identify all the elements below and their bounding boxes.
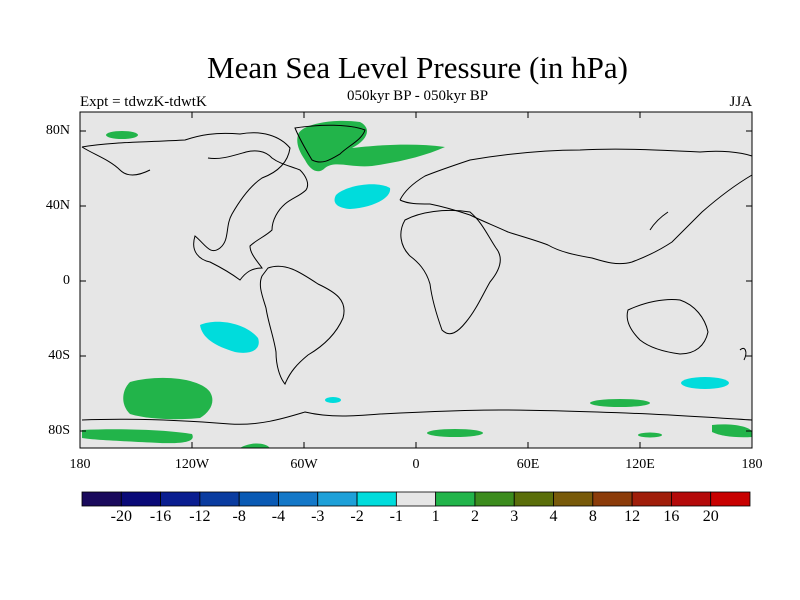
anomaly-south-atlantic-small — [325, 397, 341, 403]
colorbar-swatch — [356, 491, 397, 507]
colorbar — [81, 491, 751, 507]
colorbar-label: -3 — [311, 508, 325, 525]
colorbar-swatch — [631, 491, 672, 507]
colorbar-label: 8 — [588, 508, 597, 525]
positive-anomaly-areas — [82, 120, 752, 448]
colorbar-swatch — [81, 491, 122, 507]
colorbar-swatch — [199, 491, 240, 507]
colorbar-swatch — [160, 491, 201, 507]
colorbar-label: 1 — [431, 508, 440, 525]
colorbar-label: -4 — [271, 508, 286, 525]
anomaly-south-small — [638, 432, 662, 438]
colorbar-label: -16 — [149, 508, 172, 525]
experiment-label: Expt = tdwzK-tdwtK — [80, 94, 207, 110]
colorbar-swatch — [395, 491, 437, 507]
colorbar-swatch — [278, 491, 319, 507]
lat-label-80n: 80N — [45, 123, 70, 138]
lon-label-60e: 60E — [516, 457, 540, 472]
anomaly-south-pacific — [123, 377, 213, 420]
colorbar-label: -12 — [189, 508, 211, 525]
coast-europe-asia — [399, 148, 753, 265]
colorbar-swatch — [435, 491, 476, 507]
colorbar-swatch — [474, 491, 515, 507]
colorbar-label: -1 — [389, 508, 404, 525]
colorbar-label: 16 — [663, 508, 680, 525]
lon-label-180w: 180 — [69, 457, 91, 472]
colorbar-swatch — [317, 491, 358, 507]
lon-label-60w: 60W — [290, 457, 318, 472]
lat-label-40n: 40N — [45, 198, 70, 213]
colorbar-swatch — [120, 491, 161, 507]
coast-alaska — [81, 146, 151, 176]
axis-ticks — [80, 112, 752, 448]
colorbar-swatch — [710, 491, 751, 507]
colorbar-label: 3 — [510, 508, 519, 525]
season-label: JJA — [729, 94, 752, 110]
colorbar-label: 2 — [470, 508, 479, 525]
colorbar-swatch — [671, 491, 712, 507]
lon-label-0: 0 — [412, 457, 420, 472]
coastlines — [81, 124, 753, 425]
chart-title: Mean Sea Level Pressure (in hPa) — [207, 50, 628, 85]
colorbar-swatch — [553, 491, 594, 507]
colorbar-swatch — [513, 491, 554, 507]
anomaly-arctic-west — [106, 131, 138, 139]
lat-label-40s: 40S — [48, 348, 70, 363]
lon-label-120w: 120W — [174, 457, 210, 472]
anomaly-antarctic-coast — [427, 429, 483, 437]
lon-label-120e: 120E — [625, 457, 655, 472]
anomaly-greenland — [297, 120, 445, 172]
lat-label-80s: 80S — [48, 423, 70, 438]
anomaly-pacific-east — [712, 424, 752, 438]
colorbar-label: -20 — [110, 508, 132, 525]
coast-north-america — [81, 132, 309, 281]
colorbar-swatch — [238, 491, 279, 507]
lon-label-180e: 180 — [741, 457, 763, 472]
coast-antarctica — [81, 409, 753, 425]
coast-australia — [626, 299, 709, 355]
anomaly-antarctic-east — [590, 399, 650, 407]
anomaly-bottom — [240, 443, 270, 448]
colorbar-label: -2 — [350, 508, 364, 525]
anomaly-south-indian — [681, 377, 729, 389]
anomaly-antarctic-west — [82, 429, 193, 444]
coast-south-america — [259, 265, 345, 385]
chart-subtitle: 050kyr BP - 050kyr BP — [346, 88, 489, 104]
coast-africa — [400, 209, 501, 335]
anomaly-north-atlantic — [334, 184, 391, 209]
colorbar-label: 12 — [624, 508, 641, 525]
colorbar-swatch — [592, 491, 633, 507]
colorbar-label: -8 — [232, 508, 246, 525]
negative-anomaly-areas — [200, 184, 729, 403]
colorbar-label: 20 — [702, 508, 719, 525]
lat-label-0: 0 — [63, 273, 70, 288]
anomaly-south-pacific-low — [200, 321, 259, 353]
coast-new-zealand — [739, 347, 747, 361]
coast-japan — [649, 211, 669, 231]
coast-greenland — [294, 124, 366, 163]
colorbar-label: 4 — [549, 508, 558, 525]
